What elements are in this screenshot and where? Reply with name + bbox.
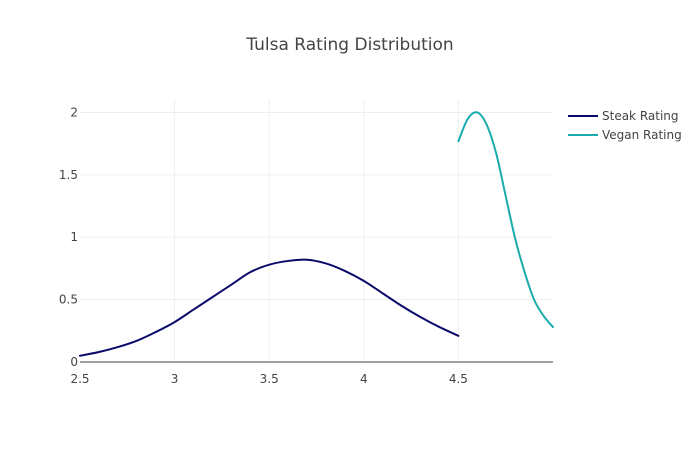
legend-item-vegan-rating[interactable]: Vegan Rating bbox=[568, 128, 682, 142]
y-tick-label: 1 bbox=[70, 230, 78, 244]
legend-item-steak-rating[interactable]: Steak Rating bbox=[568, 109, 679, 123]
axis-layer: 2.5 3 3.5 4 4.5 0 0.5 1 1.5 2 bbox=[59, 105, 553, 386]
x-tick-label: 3 bbox=[171, 372, 179, 386]
y-tick-label: 0.5 bbox=[59, 293, 78, 307]
x-tick-label: 3.5 bbox=[260, 372, 279, 386]
series-line-vegan-rating bbox=[457, 111, 554, 329]
chart-title: Tulsa Rating Distribution bbox=[245, 35, 453, 55]
y-tick-label: 0 bbox=[70, 355, 78, 369]
legend-label: Vegan Rating bbox=[602, 128, 682, 142]
y-tick-label: 1.5 bbox=[59, 168, 78, 182]
x-tick-label: 4.5 bbox=[449, 372, 468, 386]
legend[interactable]: Steak Rating Vegan Rating bbox=[568, 109, 682, 142]
x-tick-label: 2.5 bbox=[70, 372, 89, 386]
series-line-steak-rating bbox=[79, 258, 460, 357]
series-layer bbox=[79, 111, 554, 357]
y-tick-label: 2 bbox=[70, 105, 78, 119]
x-tick-label: 4 bbox=[360, 372, 368, 386]
grid-layer bbox=[80, 100, 553, 362]
legend-label: Steak Rating bbox=[602, 109, 679, 123]
